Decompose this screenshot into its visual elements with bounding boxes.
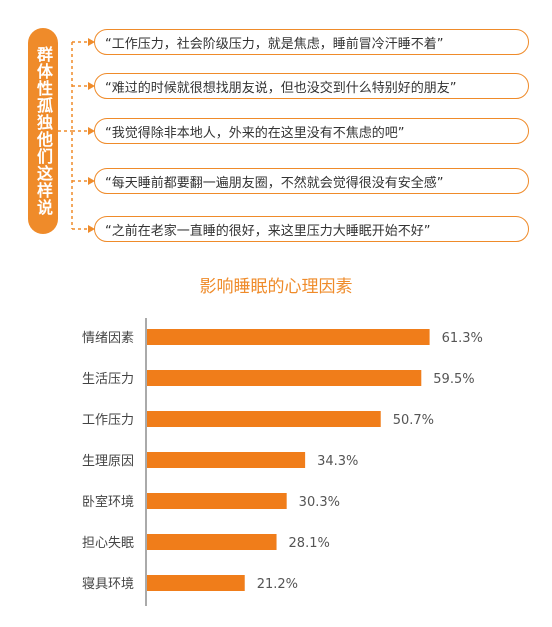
category-label: 寝具环境 bbox=[82, 576, 134, 592]
value-label: 34.3% bbox=[317, 454, 358, 469]
quote-bubble-5: “之前在老家一直睡的很好，来这里压力大睡眠开始不好” bbox=[94, 216, 529, 242]
value-label: 28.1% bbox=[289, 536, 330, 551]
bar bbox=[147, 534, 277, 550]
category-label: 工作压力 bbox=[82, 413, 134, 428]
bar bbox=[147, 329, 430, 345]
quote-bubble-2: “难过的时候就很想找朋友说，但也没交到什么特别好的朋友” bbox=[94, 73, 529, 99]
value-label: 30.3% bbox=[299, 495, 340, 510]
value-label: 61.3% bbox=[442, 331, 483, 346]
quote-bubble-4: “每天睡前都要翻一遍朋友圈，不然就会觉得很没有安全感” bbox=[94, 168, 529, 194]
value-label: 21.2% bbox=[257, 577, 298, 592]
category-label: 担心失眠 bbox=[82, 536, 134, 551]
bar bbox=[147, 452, 306, 468]
bar bbox=[147, 411, 381, 427]
value-label: 59.5% bbox=[433, 372, 474, 387]
quote-bubble-1: “工作压力，社会阶级压力，就是焦虑，睡前冒冷汗睡不着” bbox=[94, 29, 529, 55]
category-label: 卧室环境 bbox=[82, 494, 134, 510]
chart-title: 影响睡眠的心理因素 bbox=[199, 277, 353, 297]
category-label: 生理原因 bbox=[82, 454, 134, 469]
value-label: 50.7% bbox=[393, 413, 434, 428]
category-label: 情绪因素 bbox=[82, 331, 134, 346]
bar bbox=[147, 370, 422, 386]
bar bbox=[147, 575, 245, 591]
section-side-label: 群体性孤独他们这样说 bbox=[28, 28, 58, 234]
quote-bubble-3: “我觉得除非本地人，外来的在这里没有不焦虑的吧” bbox=[94, 118, 529, 144]
category-label: 生活压力 bbox=[82, 372, 134, 387]
quote-connector-lines bbox=[58, 38, 95, 233]
bar bbox=[147, 493, 287, 509]
